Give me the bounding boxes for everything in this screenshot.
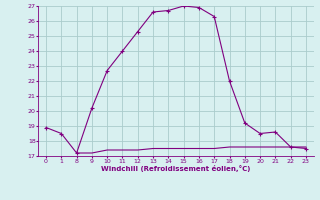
X-axis label: Windchill (Refroidissement éolien,°C): Windchill (Refroidissement éolien,°C) xyxy=(101,165,251,172)
